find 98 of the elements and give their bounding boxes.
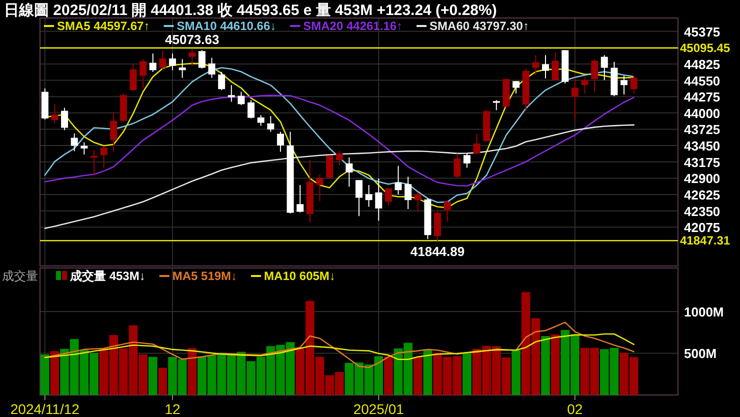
candlestick: [149, 52, 156, 72]
candlestick: [384, 187, 392, 206]
candlestick: [61, 107, 68, 131]
legend-label: MA5 519M↓: [172, 269, 238, 283]
y-tick-label: 42075: [684, 220, 720, 236]
candlestick: [512, 80, 520, 94]
candlestick: [463, 152, 470, 168]
y-tick-label: 43175: [684, 154, 720, 170]
bar: [541, 336, 550, 395]
line-series: [44, 322, 634, 368]
ref-line-label: 41847.31: [680, 234, 730, 248]
candlestick: [346, 156, 353, 188]
bar: [188, 348, 197, 395]
x-tick-label: 02: [567, 401, 583, 417]
legend-label: SMA60 43797.30↑: [430, 19, 529, 33]
candlestick: [80, 142, 88, 155]
candlestick: [198, 50, 206, 69]
candlestick: [600, 54, 608, 81]
line-series: [44, 124, 634, 230]
candlestick: [552, 52, 559, 81]
candlestick: [169, 52, 176, 71]
x-tick-label: 2024/11/12: [10, 401, 80, 417]
legend-label: SMA5 44597.67↑: [57, 19, 150, 33]
legend-label: MA10 605M↓: [264, 269, 336, 283]
candlestick: [571, 77, 578, 121]
candlestick: [620, 75, 628, 95]
chart-title: 日線圖 2025/02/11 開 44401.38 收 44593.65 e 量 453M +123.24 (+0.28%): [4, 2, 497, 19]
candlestick: [630, 75, 638, 94]
candlestick: [70, 132, 78, 152]
bar: [423, 349, 432, 395]
y-tick-label: 500M: [684, 346, 717, 362]
candlestick: [326, 154, 334, 179]
y-tick-label: 44000: [684, 106, 720, 121]
candlestick: [238, 91, 245, 106]
legend-label: 成交量 453M↓: [69, 269, 146, 283]
annotation: 45073.63: [165, 32, 220, 48]
y-tick-label: 42625: [684, 188, 720, 203]
candlestick: [473, 132, 480, 155]
bar: [462, 353, 472, 395]
x-tick-label: 2025/01: [353, 401, 404, 417]
candlestick: [365, 184, 372, 208]
candlestick: [159, 50, 166, 70]
candlestick: [454, 152, 461, 178]
candlestick: [394, 165, 402, 195]
candlestick: [542, 54, 549, 79]
candlestick: [581, 76, 588, 94]
legend-label: SMA20 44261.16↑: [303, 19, 403, 33]
x-tick-label: 12: [164, 401, 181, 417]
candlestick: [492, 100, 500, 111]
bar: [550, 334, 560, 395]
bar: [384, 356, 393, 395]
chart-title: 成交量: [2, 269, 38, 283]
candlestick: [188, 48, 196, 66]
candlestick: [218, 71, 226, 91]
candlestick: [276, 131, 284, 152]
y-tick-label: 44825: [684, 56, 720, 72]
candlestick: [130, 64, 137, 92]
candlestick: [444, 200, 451, 222]
candlestick: [178, 58, 186, 78]
candlestick: [316, 174, 324, 202]
legend-label: SMA10 44610.66↓: [176, 19, 276, 33]
ref-line-label: 45095.45: [680, 40, 730, 55]
candlestick: [208, 57, 216, 78]
bar: [512, 350, 520, 395]
y-tick-label: 45375: [684, 24, 720, 40]
candlestick: [110, 111, 118, 152]
candlestick: [434, 211, 442, 242]
candlestick: [90, 150, 98, 176]
candlestick: [414, 192, 422, 212]
y-tick-label: 42350: [684, 204, 720, 219]
candlestick: [591, 58, 598, 92]
bar: [50, 351, 60, 395]
candlestick: [228, 84, 235, 102]
candlestick: [267, 116, 274, 132]
line-series: [44, 333, 634, 360]
y-tick-label: 43725: [684, 122, 720, 138]
candlestick: [356, 180, 362, 217]
candlestick: [336, 150, 343, 166]
candlestick: [375, 178, 382, 222]
candlestick: [532, 54, 540, 76]
y-tick-label: 42900: [684, 171, 720, 186]
bar: [148, 356, 158, 395]
candlestick: [100, 146, 108, 168]
candlestick: [404, 176, 412, 210]
y-tick-label: 1000M: [684, 304, 724, 320]
bar: [413, 356, 422, 395]
candlestick: [257, 114, 264, 126]
y-tick-label: 44275: [684, 90, 720, 105]
line-series: [44, 94, 634, 187]
bar: [158, 368, 168, 395]
y-tick-label: 44550: [684, 73, 720, 88]
candlestick: [248, 100, 255, 119]
y-tick-label: 43450: [684, 138, 720, 154]
bar: [40, 354, 50, 395]
candlestick: [296, 184, 304, 213]
candlestick: [140, 58, 147, 88]
candlestick: [51, 104, 58, 124]
annotation: 41844.89: [410, 244, 465, 259]
